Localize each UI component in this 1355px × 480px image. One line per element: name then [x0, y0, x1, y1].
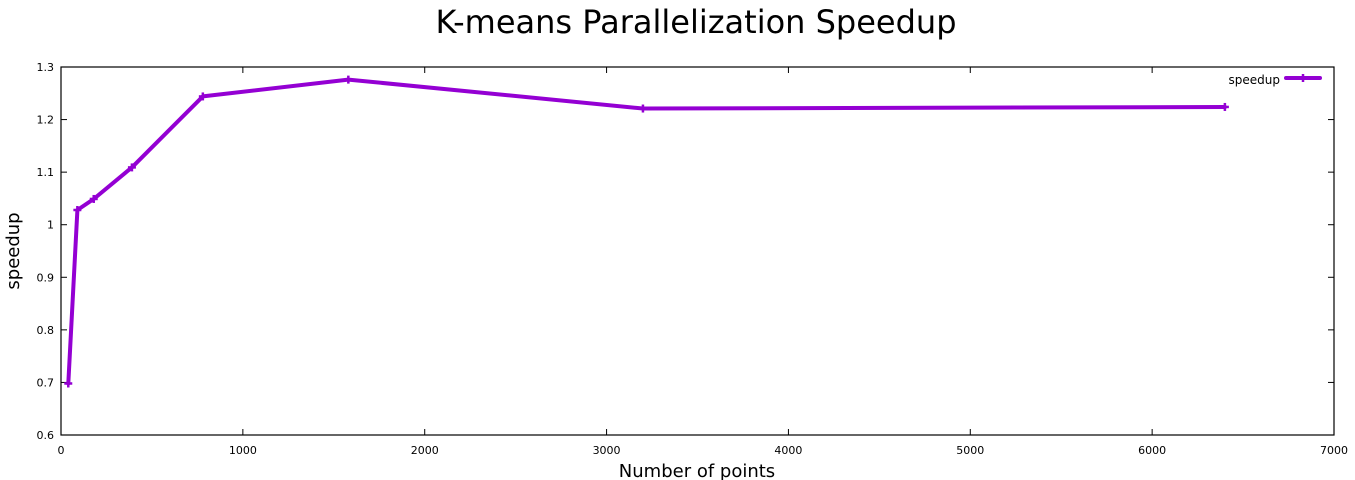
x-tick-label: 7000 — [1320, 444, 1348, 457]
y-tick-label: 0.9 — [37, 271, 55, 284]
legend-marker-speedup — [1299, 74, 1307, 82]
y-tick-label: 0.8 — [37, 324, 55, 337]
data-point — [89, 194, 98, 203]
y-tick-label: 1.2 — [37, 114, 55, 127]
x-tick-label: 5000 — [956, 444, 984, 457]
y-tick-label: 0.7 — [37, 376, 55, 389]
x-axis: 0 1000 2000 3000 4000 5000 6000 7000 — [58, 67, 1348, 457]
data-point — [638, 104, 647, 113]
y-tick-label: 1 — [47, 219, 54, 232]
data-point — [198, 92, 207, 101]
data-point — [344, 75, 353, 84]
x-tick-label: 1000 — [229, 444, 257, 457]
x-tick-label: 0 — [58, 444, 65, 457]
y-axis: 0.6 0.7 0.8 0.9 1 1.1 1.2 1.3 — [37, 61, 1334, 442]
data-point — [64, 379, 73, 388]
y-axis-title: speedup — [3, 212, 24, 289]
y-tick-label: 0.6 — [37, 429, 55, 442]
series-layer — [64, 75, 1229, 388]
x-tick-label: 3000 — [593, 444, 621, 457]
legend: speedup — [1229, 73, 1322, 87]
chart-title: K-means Parallelization Speedup — [435, 3, 956, 41]
x-tick-label: 2000 — [411, 444, 439, 457]
x-tick-label: 6000 — [1138, 444, 1166, 457]
data-point — [73, 205, 82, 214]
series-line-speedup — [66, 77, 1227, 386]
x-tick-label: 4000 — [774, 444, 802, 457]
x-axis-title: Number of points — [619, 461, 775, 480]
plot-border — [60, 66, 1335, 436]
legend-label-speedup: speedup — [1229, 73, 1280, 87]
y-tick-label: 1.3 — [37, 61, 55, 74]
data-point — [1220, 102, 1229, 111]
plot-frame — [60, 66, 1335, 436]
data-point — [127, 163, 136, 172]
y-tick-label: 1.1 — [37, 166, 55, 179]
